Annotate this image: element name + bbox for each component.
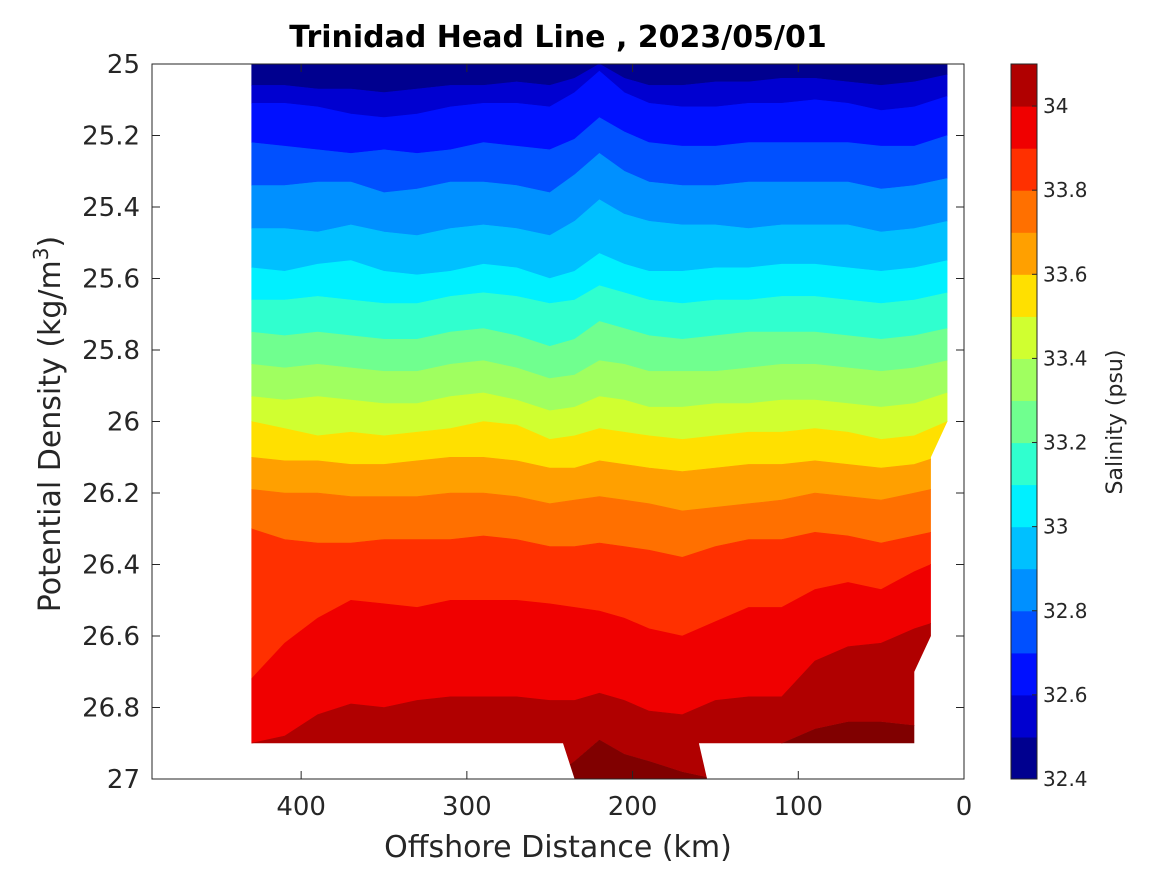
colorbar-swatch	[1011, 736, 1037, 780]
x-axis: 400 300 200 100 0	[276, 64, 972, 822]
x-tick-label: 400	[276, 792, 326, 822]
y-tick-label: 26.6	[82, 622, 140, 652]
colorbar-tick-label: 33.6	[1043, 262, 1088, 286]
y-tick-label: 26.4	[82, 551, 140, 581]
y-axis-title-main: Potential Density (kg/m	[33, 260, 68, 612]
colorbar-swatch	[1011, 64, 1037, 107]
colorbar-swatch	[1011, 652, 1037, 696]
y-tick-label: 26	[107, 408, 140, 438]
x-tick-label: 300	[442, 792, 492, 822]
y-tick-label: 25.6	[82, 265, 140, 295]
colorbar-swatch	[1011, 484, 1037, 528]
y-axis-title-superscript: 3	[29, 247, 53, 260]
x-tick-label: 0	[956, 792, 973, 822]
colorbar-swatch	[1011, 190, 1037, 233]
colorbar-swatch	[1011, 316, 1037, 359]
chart-title: Trinidad Head Line , 2023/05/01	[289, 20, 826, 55]
colorbar-frame	[1010, 63, 1038, 780]
contour-fill-layer	[251, 64, 948, 779]
colorbar-swatch	[1011, 274, 1037, 317]
colorbar-swatch	[1011, 526, 1037, 570]
colorbar-swatch	[1011, 232, 1037, 275]
y-tick-label: 27	[107, 765, 140, 795]
y-axis-title-close: )	[33, 236, 68, 248]
colorbar-tick-label: 33.4	[1043, 346, 1088, 370]
y-tick-label: 26.2	[82, 479, 140, 509]
colorbar-tick-label: 34	[1043, 94, 1068, 118]
contour-band	[251, 617, 948, 779]
colorbar-swatch	[1011, 106, 1037, 149]
colorbar-tick-label: 33	[1043, 515, 1068, 539]
y-tick-label: 26.8	[82, 694, 140, 724]
colorbar-title: Salinity (psu)	[1103, 350, 1128, 495]
colorbar-swatch	[1011, 442, 1037, 486]
colorbar: 32.4 32.6 32.8 33 33.2 33.4 33.6 33.8 34	[1010, 63, 1088, 791]
colorbar-swatch	[1011, 610, 1037, 654]
colorbar-swatch	[1011, 400, 1037, 444]
y-tick-label: 25.2	[82, 122, 140, 152]
colorbar-swatch	[1011, 148, 1037, 191]
x-tick-label: 100	[773, 792, 823, 822]
x-axis-title: Offshore Distance (km)	[384, 830, 732, 865]
colorbar-tick-label: 32.6	[1043, 683, 1088, 707]
colorbar-swatch	[1011, 358, 1037, 401]
colorbar-tick-label: 33.8	[1043, 178, 1088, 202]
x-tick-label: 200	[608, 792, 658, 822]
y-tick-label: 25.8	[82, 336, 140, 366]
y-tick-label: 25	[107, 50, 140, 80]
colorbar-tick-label: 32.8	[1043, 599, 1088, 623]
colorbar-tick-label: 32.4	[1043, 767, 1088, 791]
y-axis-title: Potential Density (kg/m3)	[29, 236, 68, 612]
y-axis: 25 25.2 25.4 25.6 25.8 26 26.2 26.4 26.6 26.8 27	[82, 50, 964, 795]
contour-band-group	[251, 64, 948, 779]
y-tick-label: 25.4	[82, 193, 140, 223]
colorbar-swatch	[1011, 568, 1037, 612]
colorbar-tick-label: 33.2	[1043, 431, 1088, 455]
colorbar-swatch	[1011, 694, 1037, 738]
